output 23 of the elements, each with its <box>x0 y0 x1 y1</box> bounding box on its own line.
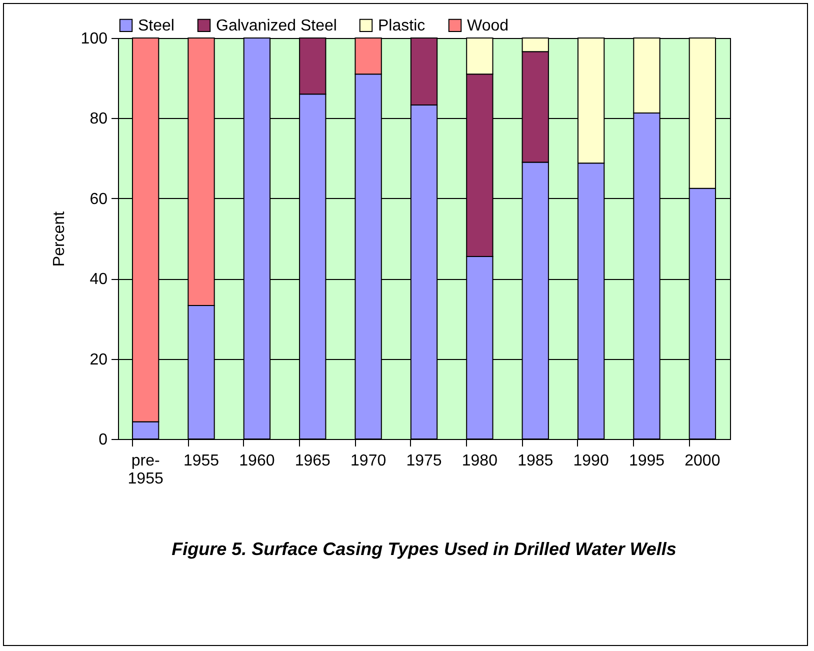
x-tick-label: 1985 <box>518 452 554 470</box>
y-tick-label: 80 <box>90 110 108 128</box>
x-tick-label: 1995 <box>628 452 665 470</box>
y-tick-label: 60 <box>90 190 108 208</box>
y-tick-label: 0 <box>98 432 108 448</box>
y-axis-title: Percent <box>50 210 68 267</box>
x-tick-label: 2000 <box>684 452 720 470</box>
legend-label: Galvanized Steel <box>216 17 337 34</box>
y-tick-label: 40 <box>90 271 108 288</box>
x-tick-label: 1970 <box>350 452 386 470</box>
text: Figure 5. Surface Casing Types Used in Drilled Water Wells <box>172 539 676 559</box>
y-tick-label: 100 <box>80 30 108 48</box>
x-tick-label: 1955 <box>183 452 220 470</box>
x-tick-label: 1975 <box>406 452 442 470</box>
legend-label: Plastic <box>378 17 426 34</box>
y-tick-label: 20 <box>90 351 108 368</box>
legend-label: Steel <box>138 17 174 34</box>
x-tick-label: 1980 <box>462 452 498 470</box>
legend-label: Wood <box>467 17 509 34</box>
x-tick-label: pre-1955 <box>128 452 164 488</box>
x-tick-label: 1960 <box>239 452 275 470</box>
x-tick-label: 1965 <box>294 452 331 470</box>
x-tick-label: 1990 <box>573 452 609 470</box>
